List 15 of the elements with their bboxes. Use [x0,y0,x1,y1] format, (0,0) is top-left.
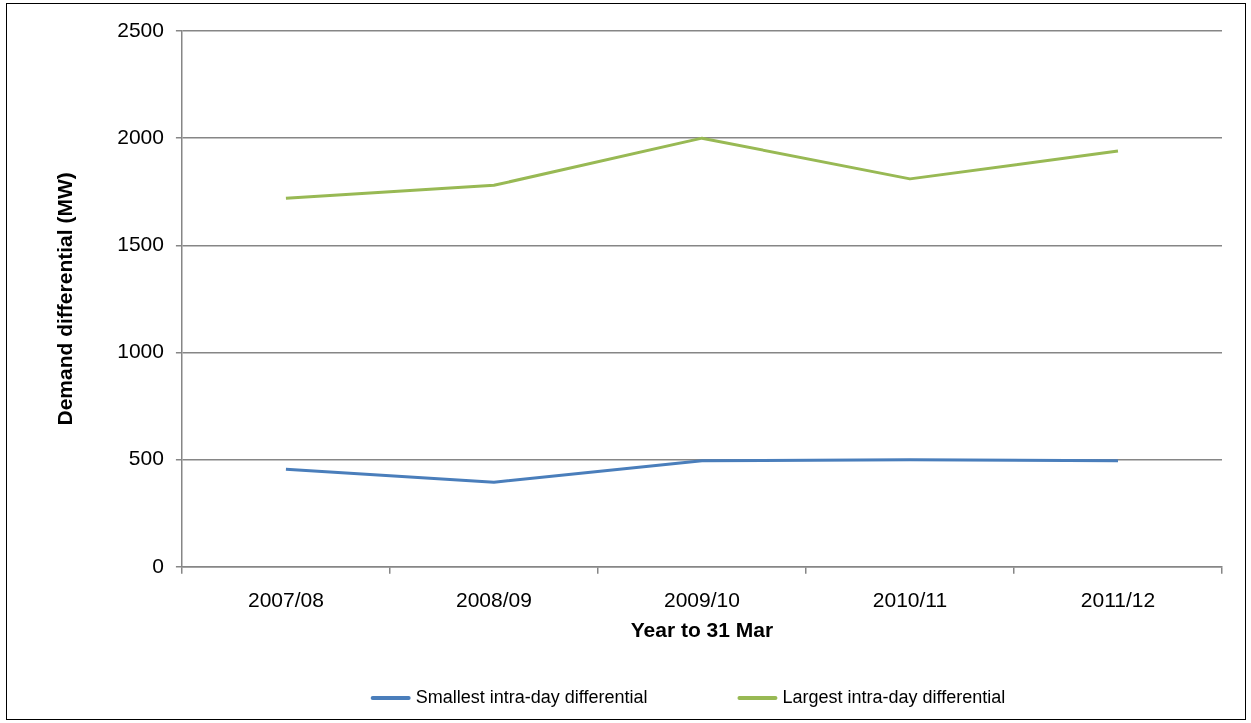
legend-label: Largest intra-day differential [782,686,1006,707]
y-axis-title: Demand differential (MW) [53,172,77,426]
x-tick-label: 2007/08 [247,588,324,612]
x-tick-label: 2011/12 [1080,588,1156,612]
x-tick-label: 2008/09 [455,588,532,612]
y-tick-label: 500 [128,446,164,470]
x-tick-label: 2010/11 [872,588,948,612]
y-tick-label: 2500 [117,17,164,41]
x-axis-title: Year to 31 Mar [630,618,774,642]
x-tick-label: 2009/10 [664,588,740,612]
y-tick-label: 1000 [117,339,164,363]
legend-label: Smallest intra-day differential [415,686,648,707]
y-tick-label: 1500 [117,232,164,256]
y-tick-label: 0 [152,553,164,577]
y-tick-label: 2000 [117,124,164,148]
